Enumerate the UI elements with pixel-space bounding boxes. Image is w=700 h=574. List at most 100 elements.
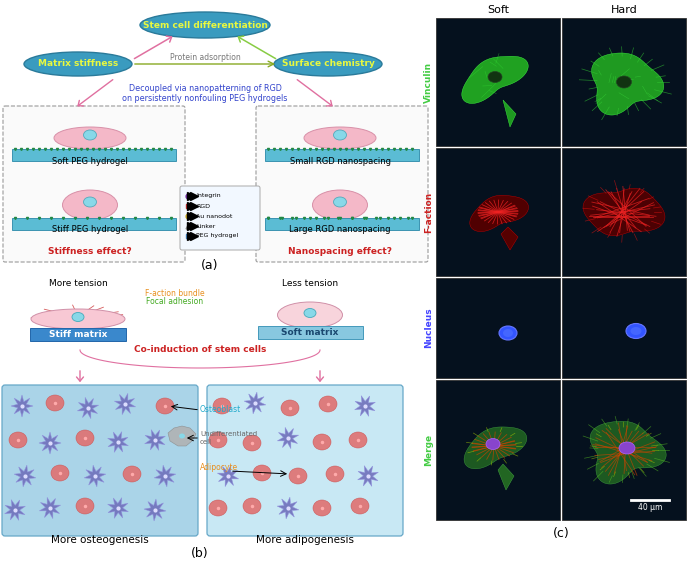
Ellipse shape — [351, 498, 369, 514]
Ellipse shape — [24, 52, 132, 76]
Bar — [265, 149, 419, 161]
Ellipse shape — [243, 498, 261, 514]
Text: Decoupled via nanopatterning of RGD
on persistently nonfouling PEG hydrogels: Decoupled via nanopatterning of RGD on p… — [122, 84, 288, 103]
Bar — [562, 278, 686, 378]
Polygon shape — [277, 497, 299, 519]
Text: F-action: F-action — [424, 191, 433, 232]
Bar — [562, 148, 686, 276]
Text: Merge: Merge — [424, 434, 433, 466]
Text: Au nanodot: Au nanodot — [196, 214, 232, 219]
Ellipse shape — [123, 466, 141, 482]
FancyBboxPatch shape — [180, 186, 260, 250]
Polygon shape — [108, 498, 128, 518]
Ellipse shape — [253, 465, 271, 481]
Ellipse shape — [486, 439, 500, 449]
Text: Stiffness effect?: Stiffness effect? — [48, 246, 132, 255]
Polygon shape — [154, 465, 176, 487]
Bar — [436, 18, 560, 146]
Ellipse shape — [313, 500, 331, 516]
Bar — [265, 218, 419, 230]
Ellipse shape — [304, 127, 376, 149]
Text: F-action bundle: F-action bundle — [145, 289, 205, 297]
Bar — [30, 328, 126, 341]
Polygon shape — [11, 395, 33, 417]
Ellipse shape — [333, 197, 346, 207]
Ellipse shape — [156, 398, 174, 414]
Text: More tension: More tension — [48, 278, 107, 288]
Text: More adipogenesis: More adipogenesis — [256, 535, 354, 545]
Text: 40 μm: 40 μm — [638, 503, 662, 513]
Ellipse shape — [54, 127, 126, 149]
Text: Focal adhesion: Focal adhesion — [146, 297, 204, 307]
Ellipse shape — [243, 435, 261, 451]
Bar — [562, 18, 686, 146]
Polygon shape — [108, 432, 128, 452]
Ellipse shape — [76, 430, 94, 446]
Polygon shape — [78, 397, 99, 418]
Ellipse shape — [626, 324, 646, 339]
Text: Integrin: Integrin — [196, 193, 220, 199]
Polygon shape — [5, 499, 25, 521]
Ellipse shape — [349, 432, 367, 448]
Text: Nucleus: Nucleus — [424, 308, 433, 348]
Polygon shape — [14, 465, 36, 487]
Bar — [436, 278, 560, 378]
Text: Large RGD nanospacing: Large RGD nanospacing — [289, 224, 391, 234]
Text: Hard: Hard — [610, 5, 638, 15]
Text: Undifferentiated
cell: Undifferentiated cell — [200, 432, 257, 444]
Ellipse shape — [46, 395, 64, 411]
Text: Soft: Soft — [487, 5, 509, 15]
Ellipse shape — [326, 466, 344, 482]
Bar — [12, 218, 176, 230]
Bar — [12, 149, 176, 161]
Polygon shape — [590, 421, 666, 484]
Ellipse shape — [289, 468, 307, 484]
Ellipse shape — [274, 52, 382, 76]
Text: Stiff matrix: Stiff matrix — [49, 330, 107, 339]
Text: Protein adsorption: Protein adsorption — [169, 53, 240, 63]
Ellipse shape — [312, 190, 368, 220]
Text: Small RGD nanospacing: Small RGD nanospacing — [290, 157, 391, 166]
FancyBboxPatch shape — [2, 385, 198, 536]
Text: Linker: Linker — [196, 223, 216, 228]
Polygon shape — [470, 195, 528, 231]
Text: (a): (a) — [202, 258, 218, 272]
Bar — [258, 326, 363, 339]
Polygon shape — [592, 53, 664, 115]
Ellipse shape — [62, 190, 118, 220]
Text: Nanospacing effect?: Nanospacing effect? — [288, 246, 392, 255]
Polygon shape — [39, 498, 61, 519]
FancyBboxPatch shape — [3, 106, 185, 262]
Polygon shape — [218, 466, 239, 487]
Ellipse shape — [83, 197, 97, 207]
Bar — [436, 380, 560, 520]
Polygon shape — [462, 56, 528, 103]
Ellipse shape — [140, 12, 270, 38]
Ellipse shape — [83, 130, 97, 140]
Polygon shape — [358, 466, 378, 486]
Text: Less tension: Less tension — [282, 278, 338, 288]
Text: RGD: RGD — [196, 204, 210, 208]
Text: PEG hydrogel: PEG hydrogel — [196, 234, 238, 239]
Text: Soft PEG hydrogel: Soft PEG hydrogel — [52, 157, 128, 166]
Polygon shape — [144, 499, 166, 521]
Text: Stiff PEG hydrogel: Stiff PEG hydrogel — [52, 224, 128, 234]
Ellipse shape — [617, 76, 631, 88]
Polygon shape — [114, 393, 136, 414]
Text: Soft matrix: Soft matrix — [281, 328, 339, 337]
Polygon shape — [501, 227, 518, 250]
Text: (b): (b) — [191, 546, 209, 560]
Bar — [436, 148, 560, 276]
Polygon shape — [277, 428, 299, 449]
Ellipse shape — [72, 312, 84, 321]
Ellipse shape — [179, 433, 185, 439]
Polygon shape — [503, 100, 516, 127]
Polygon shape — [168, 426, 196, 446]
Text: Osteoblast: Osteoblast — [200, 405, 242, 414]
Polygon shape — [145, 430, 165, 451]
Ellipse shape — [631, 327, 641, 335]
Ellipse shape — [209, 432, 227, 448]
Ellipse shape — [499, 326, 517, 340]
Text: (c): (c) — [552, 528, 569, 541]
Ellipse shape — [619, 442, 635, 454]
